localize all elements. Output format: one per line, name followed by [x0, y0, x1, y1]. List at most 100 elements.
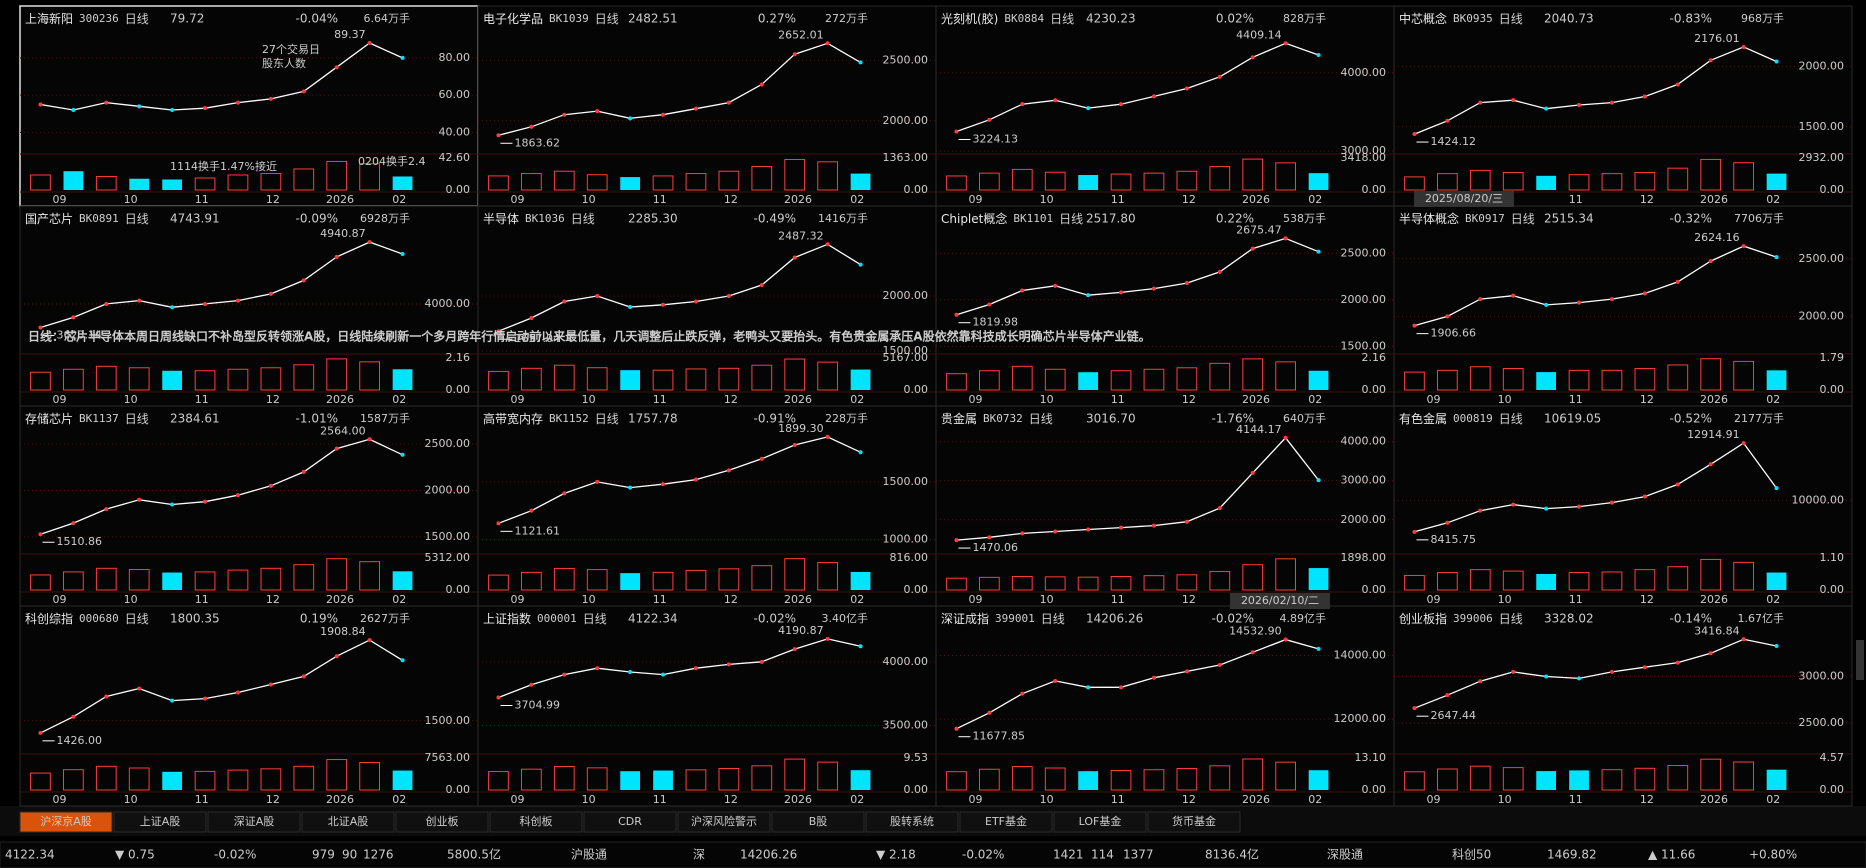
period: 日线 — [1511, 212, 1535, 226]
volume-bar — [1176, 574, 1198, 591]
price-point — [628, 305, 633, 309]
price-point — [825, 434, 830, 439]
tab-label[interactable]: 货币基金 — [1172, 814, 1216, 828]
volume-bar — [1502, 172, 1524, 191]
x-tick-label: 12 — [724, 793, 738, 806]
x-tick-label: 2026 — [1700, 193, 1728, 206]
y-tick-label: 1500.00 — [883, 344, 929, 357]
stock-change: 0.19% — [300, 612, 338, 626]
price-point — [759, 82, 764, 87]
stock-code: 000680 — [79, 612, 119, 625]
price-point — [987, 535, 992, 540]
volume-bar — [553, 170, 575, 191]
tab[interactable] — [959, 811, 1053, 833]
tab-label[interactable]: 深证A股 — [234, 815, 275, 828]
x-tick-label: 02 — [392, 393, 406, 406]
volume-bar — [946, 577, 967, 591]
volume-bar — [162, 370, 182, 390]
volume-bar — [1502, 368, 1524, 391]
tab[interactable] — [865, 811, 959, 833]
price-point — [1412, 706, 1417, 711]
tab[interactable] — [489, 811, 583, 833]
price-point — [825, 41, 830, 46]
volume-bar — [194, 770, 216, 791]
volume-bar — [1143, 769, 1165, 791]
high-label: 1899.30 — [778, 422, 824, 435]
x-tick-label: 10 — [124, 793, 138, 806]
tab-label[interactable]: 上证A股 — [140, 815, 181, 828]
x-tick-label: 09 — [1427, 793, 1441, 806]
volume-bar — [685, 569, 707, 591]
stock-name: 存储芯片 — [25, 411, 73, 426]
price-point — [1119, 525, 1124, 530]
volume-bar — [63, 171, 84, 190]
volume-tick-label: 1.10 — [1820, 551, 1845, 564]
tab-label[interactable]: 股转系统 — [890, 814, 934, 828]
low-label: 1657.04 — [514, 332, 560, 345]
status-item: -0.02% — [214, 848, 256, 862]
tab[interactable] — [1147, 811, 1241, 833]
price-point — [954, 538, 959, 543]
price-point — [1478, 297, 1483, 302]
volume-bar — [553, 567, 575, 591]
low-label: 11677.85 — [972, 730, 1024, 743]
volume-bar — [979, 172, 1000, 191]
tab[interactable] — [113, 811, 207, 833]
x-tick-label: 11 — [195, 193, 209, 206]
tab-label[interactable]: 沪深风险警示 — [691, 814, 757, 828]
tab[interactable] — [1053, 811, 1147, 833]
panel-header: 贵金属 BK0732 日线 — [941, 411, 1053, 426]
price-point — [595, 666, 600, 671]
tab-label[interactable]: CDR — [618, 815, 642, 828]
tab[interactable] — [19, 811, 113, 833]
x-tick-label: 09 — [969, 793, 983, 806]
stock-price: 2040.73 — [1544, 12, 1594, 26]
tab-label[interactable]: 科创板 — [520, 814, 553, 828]
volume-bar — [1242, 358, 1264, 391]
period: 日线 — [1499, 612, 1523, 626]
price-point — [367, 638, 372, 643]
price-point — [1316, 478, 1321, 483]
tab-label[interactable]: 北证A股 — [328, 815, 369, 828]
tab[interactable] — [207, 811, 301, 833]
volume-bar — [685, 368, 707, 391]
volume-bar — [1242, 758, 1264, 791]
period: 日线 — [1499, 412, 1523, 426]
volume-bar — [129, 178, 150, 190]
tab[interactable] — [771, 811, 865, 833]
y-tick-label: 4000.00 — [1341, 435, 1387, 448]
price-point — [334, 446, 339, 451]
tab-label[interactable]: ETF基金 — [985, 814, 1027, 828]
price-point — [1708, 259, 1713, 264]
status-item: ▼ 2.18 — [876, 848, 916, 862]
x-tick-label: 09 — [53, 393, 67, 406]
volume-bar — [1469, 169, 1491, 191]
tab[interactable] — [677, 811, 771, 833]
tab-label[interactable]: 沪深京A股 — [40, 814, 92, 828]
x-tick-label: 12 — [266, 193, 280, 206]
volume-bar — [1077, 576, 1099, 591]
price-point — [301, 89, 306, 94]
volume-tick-label: 0.00 — [1362, 583, 1387, 596]
volume-bar — [652, 571, 674, 591]
tab-label[interactable]: 创业板 — [426, 814, 459, 828]
volume-bar — [194, 177, 216, 191]
price-point — [1609, 100, 1614, 105]
stock-volume: 828万手 — [1283, 11, 1326, 25]
tab[interactable] — [395, 811, 489, 833]
x-tick-label: 12 — [266, 793, 280, 806]
high-label: 12914.91 — [1687, 428, 1740, 441]
tab-label[interactable]: B股 — [809, 815, 828, 828]
volume-bar — [1766, 173, 1787, 190]
price-point — [987, 302, 992, 307]
price-point — [301, 278, 306, 283]
tab[interactable] — [301, 811, 395, 833]
tab-label[interactable]: LOF基金 — [1079, 814, 1122, 828]
volume-bar — [1308, 568, 1329, 590]
tab[interactable] — [583, 811, 677, 833]
stock-name: 半导体 — [483, 212, 519, 226]
x-tick-label: 2026 — [326, 593, 354, 606]
volume-bar — [850, 369, 871, 390]
x-tick-label: 12 — [1182, 193, 1196, 206]
price-point — [759, 659, 764, 664]
